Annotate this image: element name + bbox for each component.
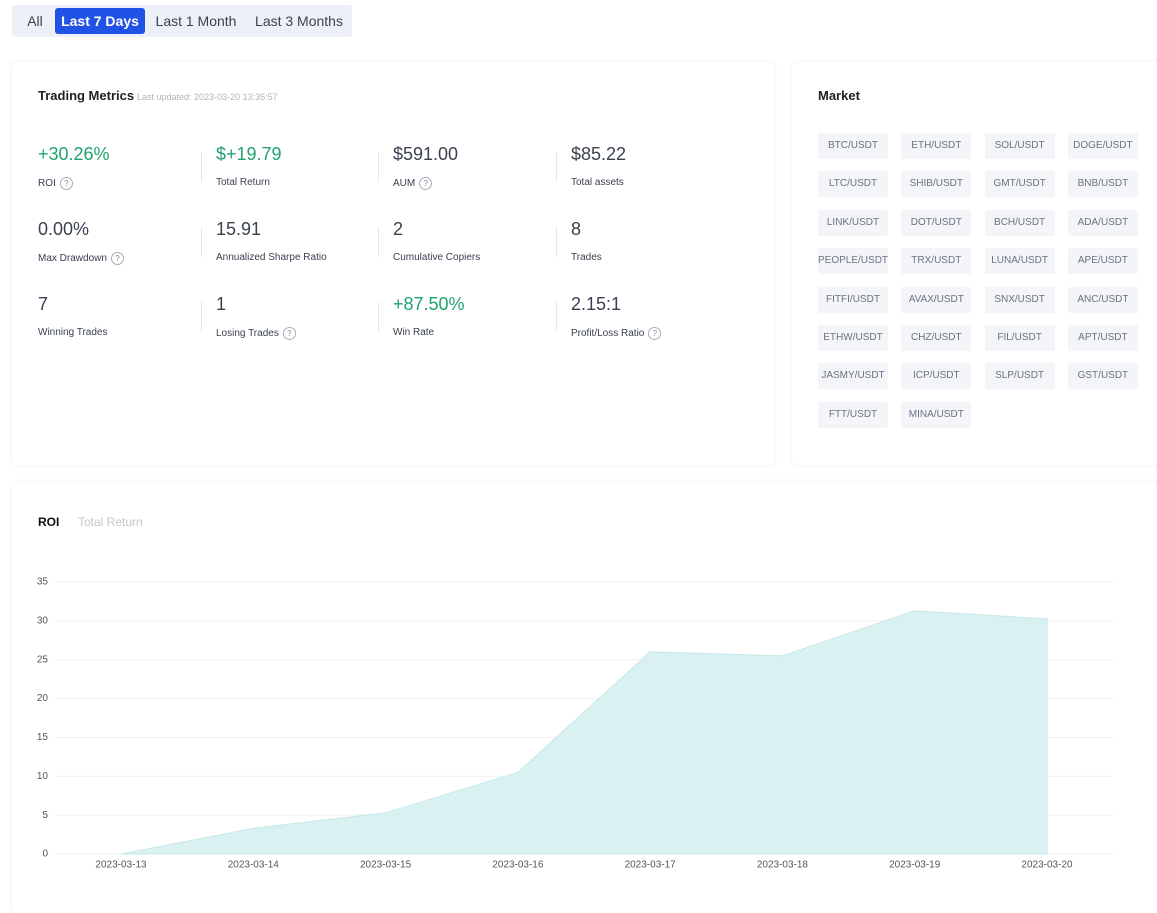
- market-pair[interactable]: JASMY/USDT: [818, 363, 888, 390]
- market-title: Market: [818, 88, 860, 103]
- market-pair[interactable]: FIL/USDT: [984, 325, 1055, 351]
- metric-label: Losing Trades?: [216, 327, 296, 340]
- x-tick-label: 2023-03-18: [757, 860, 809, 871]
- metric-label: AUM?: [393, 177, 433, 190]
- metric-value: 2: [393, 219, 404, 239]
- metric-value: 8: [571, 219, 582, 239]
- separator: [378, 302, 379, 332]
- y-tick-label: 15: [37, 732, 49, 743]
- market-pair[interactable]: LTC/USDT: [818, 171, 888, 198]
- market-pair[interactable]: LUNA/USDT: [984, 248, 1055, 275]
- market-pair[interactable]: FITFI/USDT: [818, 286, 888, 313]
- metric-label: Trades: [571, 252, 602, 263]
- y-tick-label: 0: [42, 849, 48, 860]
- x-tick-label: 2023-03-20: [1021, 860, 1073, 871]
- market-pair[interactable]: PEOPLE/USDT: [818, 248, 888, 275]
- x-tick-label: 2023-03-14: [228, 860, 280, 871]
- info-icon[interactable]: ?: [110, 252, 124, 265]
- market-pair[interactable]: SHIB/USDT: [901, 171, 972, 198]
- metric-value: 0.00%: [38, 219, 90, 239]
- market-pair[interactable]: SLP/USDT: [984, 363, 1055, 390]
- metrics-title: Trading Metrics: [38, 88, 135, 103]
- separator: [201, 152, 202, 182]
- metric-label: Win Rate: [393, 327, 435, 338]
- market-pair[interactable]: TRX/USDT: [901, 248, 972, 275]
- market-pair[interactable]: AVAX/USDT: [901, 286, 972, 313]
- x-tick-label: 2023-03-15: [360, 860, 412, 871]
- metric-label: Max Drawdown?: [38, 252, 124, 265]
- period-tabs: All Last 7 Days Last 1 Month Last 3 Months: [12, 5, 352, 37]
- metric-label: Total Return: [216, 177, 270, 188]
- x-tick-label: 2023-03-13: [95, 860, 147, 871]
- metric-label: Total assets: [571, 177, 624, 188]
- metric-value: +87.50%: [393, 294, 465, 314]
- period-tab[interactable]: All: [27, 13, 43, 29]
- info-icon[interactable]: ?: [59, 177, 73, 190]
- x-tick-label: 2023-03-19: [889, 860, 941, 871]
- metric-value: $+19.79: [216, 144, 282, 164]
- metric-value: $85.22: [571, 144, 627, 164]
- market-pair[interactable]: BCH/USDT: [984, 209, 1055, 236]
- market-pair[interactable]: APT/USDT: [1067, 325, 1138, 351]
- market-pair[interactable]: ICP/USDT: [901, 363, 972, 390]
- roi-area: [120, 610, 1048, 855]
- market-pair[interactable]: DOT/USDT: [901, 209, 972, 236]
- market-pair[interactable]: SOL/USDT: [984, 133, 1055, 159]
- metric-value: 2.15:1: [571, 294, 622, 314]
- market-pair[interactable]: ETH/USDT: [901, 133, 972, 159]
- market-pair[interactable]: GMT/USDT: [984, 171, 1055, 198]
- period-tab[interactable]: Last 3 Months: [255, 13, 343, 29]
- market-pair[interactable]: LINK/USDT: [818, 209, 888, 236]
- market-pair[interactable]: APE/USDT: [1067, 248, 1138, 275]
- market-pair[interactable]: CHZ/USDT: [901, 325, 972, 351]
- separator: [378, 152, 379, 182]
- y-tick-label: 5: [42, 810, 48, 821]
- market-pair[interactable]: ANC/USDT: [1067, 286, 1138, 313]
- chart-tab[interactable]: Total Return: [78, 515, 143, 529]
- market-pair[interactable]: BTC/USDT: [818, 133, 888, 159]
- info-icon[interactable]: ?: [282, 327, 296, 340]
- separator: [378, 227, 379, 257]
- market-card: Market BTC/USDT ETH/USDT SOL/USDT DOGE/USDT…: [792, 62, 1157, 465]
- separator: [201, 227, 202, 257]
- y-tick-label: 20: [37, 693, 49, 704]
- metric-label: Profit/Loss Ratio?: [571, 327, 662, 340]
- market-pair[interactable]: MINA/USDT: [901, 401, 972, 428]
- x-tick-label: 2023-03-17: [625, 860, 677, 871]
- market-pair[interactable]: DOGE/USDT: [1067, 133, 1138, 159]
- y-tick-label: 25: [37, 654, 49, 665]
- market-pair[interactable]: FTT/USDT: [818, 401, 888, 428]
- market-pair[interactable]: ADA/USDT: [1067, 209, 1138, 236]
- y-tick-label: 30: [37, 615, 49, 626]
- metric-value: +30.26%: [38, 144, 110, 164]
- separator: [201, 302, 202, 332]
- y-tick-label: 35: [37, 577, 49, 588]
- x-tick-label: 2023-03-16: [492, 860, 544, 871]
- separator: [556, 152, 557, 182]
- metric-value: 15.91: [216, 219, 262, 239]
- period-tab[interactable]: Last 1 Month: [155, 13, 237, 29]
- separator: [556, 302, 557, 332]
- chart-tab[interactable]: ROI: [38, 515, 60, 529]
- separator: [556, 227, 557, 257]
- market-pair[interactable]: SNX/USDT: [984, 286, 1055, 313]
- market-pair[interactable]: GST/USDT: [1067, 363, 1138, 390]
- info-icon[interactable]: ?: [419, 177, 433, 190]
- metric-label: Annualized Sharpe Ratio: [216, 252, 327, 263]
- metric-value: 7: [38, 294, 49, 314]
- metrics-card: Trading Metrics Last updated: 2023-03-20…: [12, 62, 774, 465]
- y-tick-label: 10: [37, 771, 49, 782]
- metric-label: ROI?: [38, 177, 73, 190]
- market-pair[interactable]: BNB/USDT: [1067, 171, 1138, 198]
- metric-label: Cumulative Copiers: [393, 252, 481, 263]
- metric-value: $591.00: [393, 144, 459, 164]
- metric-value: 1: [216, 294, 227, 314]
- info-icon[interactable]: ?: [648, 327, 662, 340]
- period-tab[interactable]: Last 7 Days: [55, 8, 145, 34]
- market-pair[interactable]: ETHW/USDT: [818, 325, 888, 351]
- last-updated: Last updated: 2023-03-20 13:35:57: [137, 92, 278, 102]
- metric-label: Winning Trades: [38, 327, 108, 338]
